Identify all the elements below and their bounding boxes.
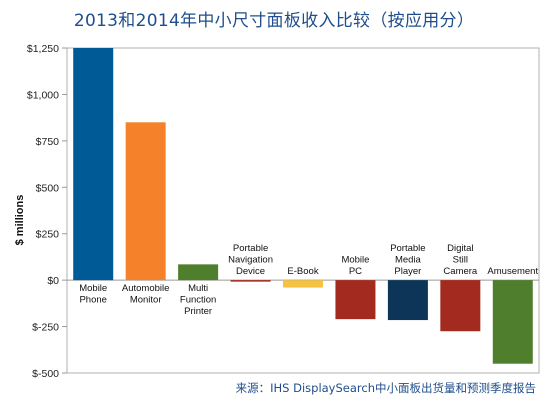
category-label: Digital Still Camera bbox=[443, 243, 478, 277]
source-note: 来源：IHS DisplaySearch中小面板出货量和预测季度报告 bbox=[235, 381, 536, 395]
bar bbox=[73, 48, 114, 281]
bar bbox=[178, 264, 219, 281]
category-label: Multi Function Printer bbox=[180, 283, 216, 317]
bars bbox=[73, 48, 533, 364]
y-tick-label: $-250 bbox=[32, 322, 59, 334]
y-tick-label: $1,250 bbox=[27, 43, 59, 55]
category-label: E-Book bbox=[287, 266, 318, 277]
y-tick-label: $-500 bbox=[32, 368, 59, 380]
bar bbox=[387, 280, 428, 321]
category-label: Portable Navigation Device bbox=[228, 243, 273, 277]
category-label: Automobile Monitor bbox=[122, 283, 170, 306]
category-label: Portable Media Player bbox=[390, 243, 425, 277]
y-axis-label: $ millions bbox=[14, 195, 26, 246]
category-label: Amusement bbox=[487, 266, 538, 277]
y-tick-label: $1,000 bbox=[27, 89, 59, 101]
bar bbox=[125, 122, 166, 281]
category-labels: Mobile Phone Automobile Monitor Multi Functio… bbox=[79, 243, 538, 317]
category-label: Mobile Phone bbox=[79, 283, 107, 306]
bar bbox=[492, 280, 533, 364]
bar bbox=[283, 280, 323, 288]
y-tick-label: $750 bbox=[36, 136, 60, 148]
category-label: Mobile PC bbox=[341, 255, 369, 278]
bar bbox=[230, 280, 271, 282]
y-axis: $1,250 $1,000 $750 $500 $250 $0 $-250 $-500 bbox=[27, 43, 67, 380]
y-tick-label: $500 bbox=[36, 182, 60, 194]
bar bbox=[335, 280, 376, 320]
chart-title: 2013和2014年中小尺寸面板收入比较（按应用分） bbox=[73, 11, 475, 31]
y-tick-label: $0 bbox=[47, 275, 59, 287]
bar bbox=[440, 280, 481, 332]
y-tick-label: $250 bbox=[36, 229, 60, 241]
